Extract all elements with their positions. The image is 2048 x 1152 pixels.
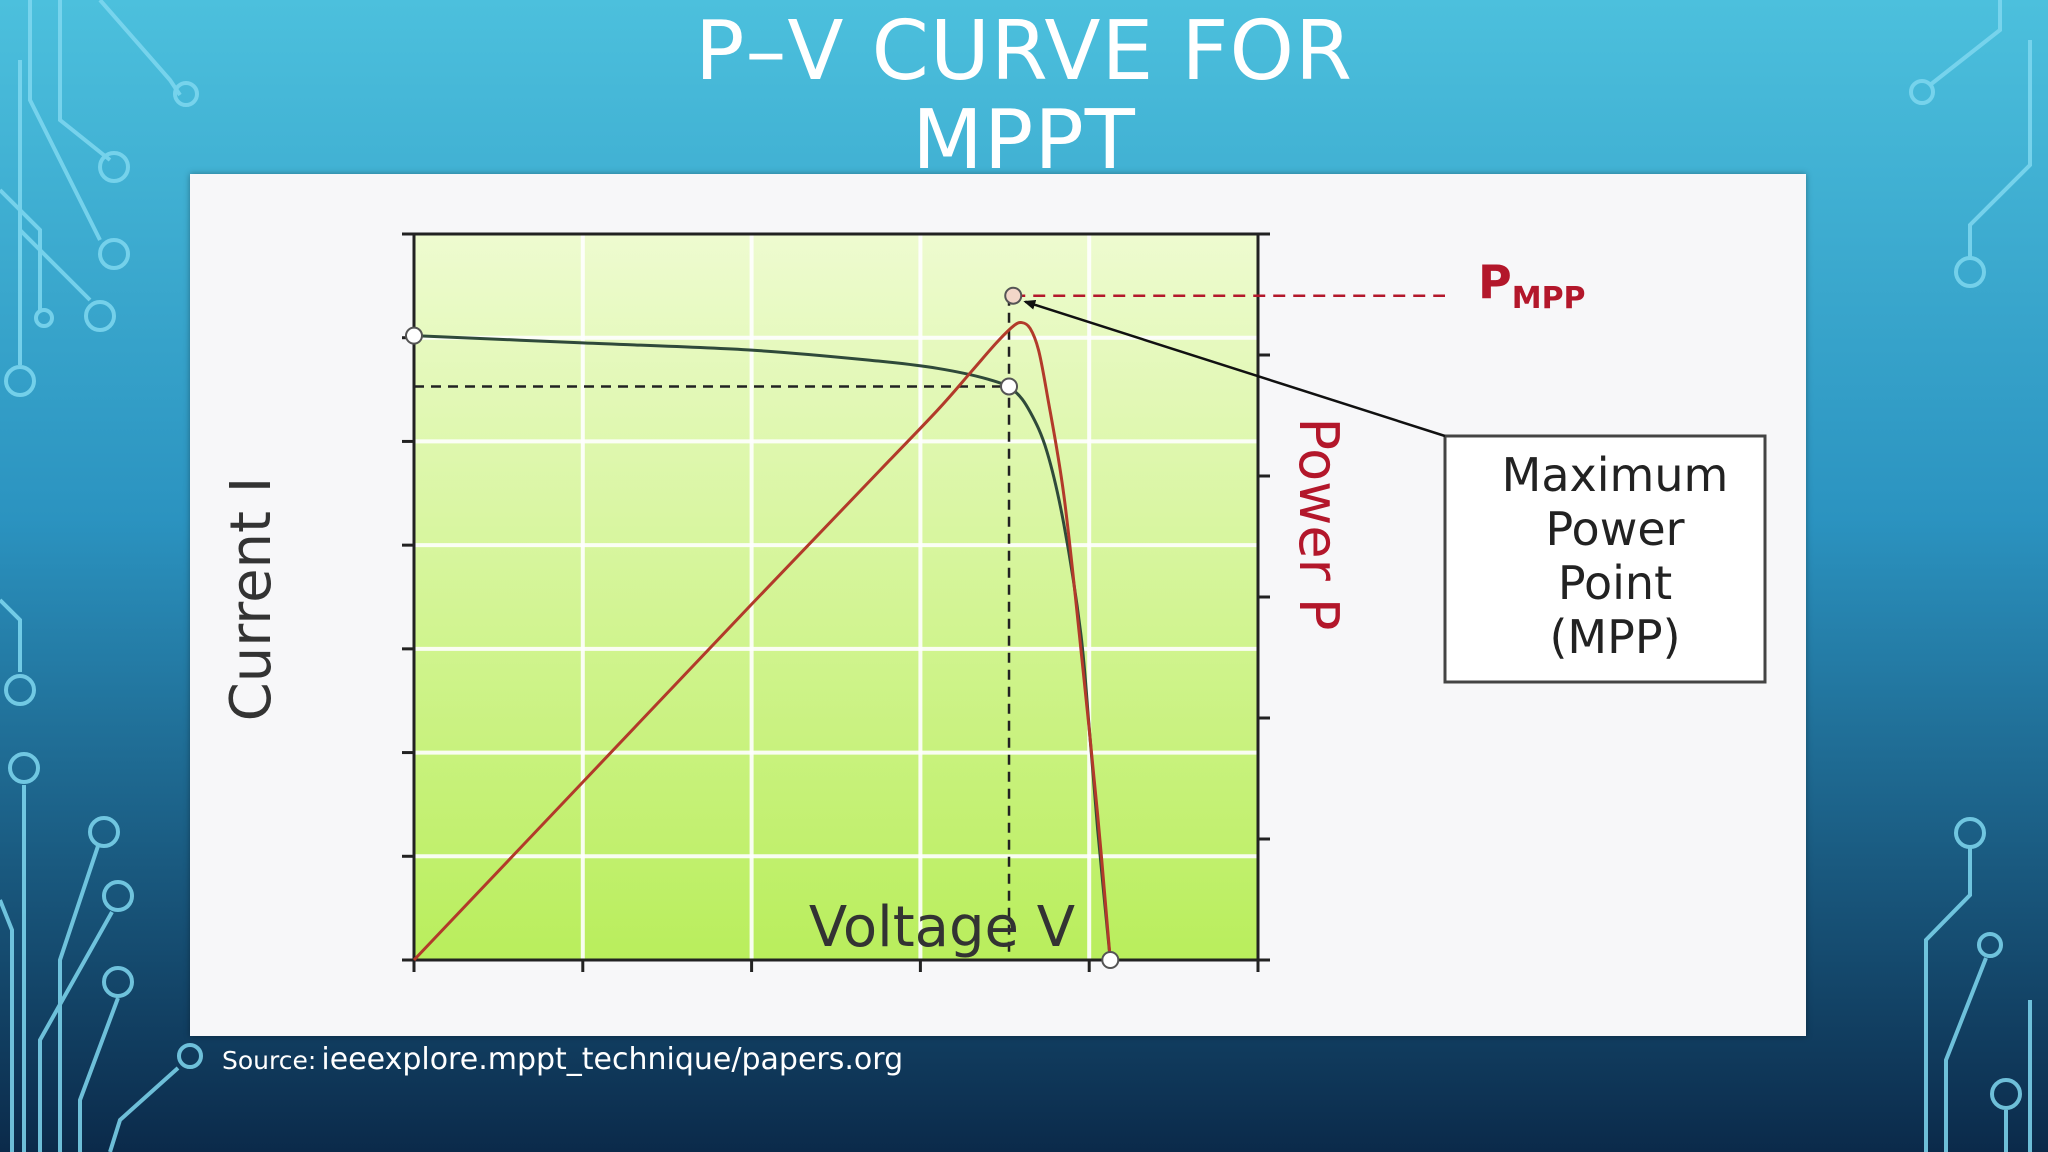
chart-panel: Current I Power P Voltage V PMPP Maximum… (190, 174, 1806, 1036)
mpp-power-marker (1004, 286, 1023, 305)
mpp-box-line-1: Maximum (1502, 448, 1729, 502)
mpp-callout-box: Maximum Power Point (MPP) (1443, 434, 1767, 684)
y-axis-label-left: Current I (219, 477, 284, 722)
pmpp-label-main: P (1478, 255, 1512, 309)
x-axis-label: Voltage V (809, 895, 1075, 960)
plot-area (414, 234, 1258, 960)
axes (402, 232, 1270, 972)
markers (405, 286, 1120, 969)
slide-title-line1: P–V CURVE FOR (694, 4, 1354, 99)
y-axis-label-right: Power P (1287, 418, 1350, 631)
pv-chart: Current I Power P Voltage V PMPP Maximum… (219, 232, 1767, 972)
pmpp-label-subscript: MPP (1512, 281, 1586, 316)
source-label: Source: (222, 1046, 317, 1075)
mpp-box-line-3: Point (1558, 556, 1672, 610)
pmpp-label: PMPP (1478, 255, 1586, 316)
voc-marker (1101, 951, 1120, 969)
slide-title-line2: MPPT (912, 93, 1136, 188)
circuit-decoration-left (0, 0, 203, 1152)
series (412, 320, 1112, 962)
source-url: ieeexplore.mppt_technique/papers.org (321, 1042, 904, 1077)
mpp-callout-arrow (1023, 299, 1446, 438)
source-credit: Source: ieeexplore.mppt_technique/papers… (222, 1042, 903, 1077)
mpp-box-line-2: Power (1545, 502, 1684, 556)
isc-marker (405, 326, 423, 345)
pv-curve (412, 320, 1112, 962)
mpp-guides (414, 294, 1445, 960)
grid (414, 234, 1258, 960)
circuit-decoration-right (1909, 0, 2032, 1152)
mpp-box-line-4: (MPP) (1549, 610, 1680, 664)
mpp-current-marker (1000, 377, 1019, 396)
